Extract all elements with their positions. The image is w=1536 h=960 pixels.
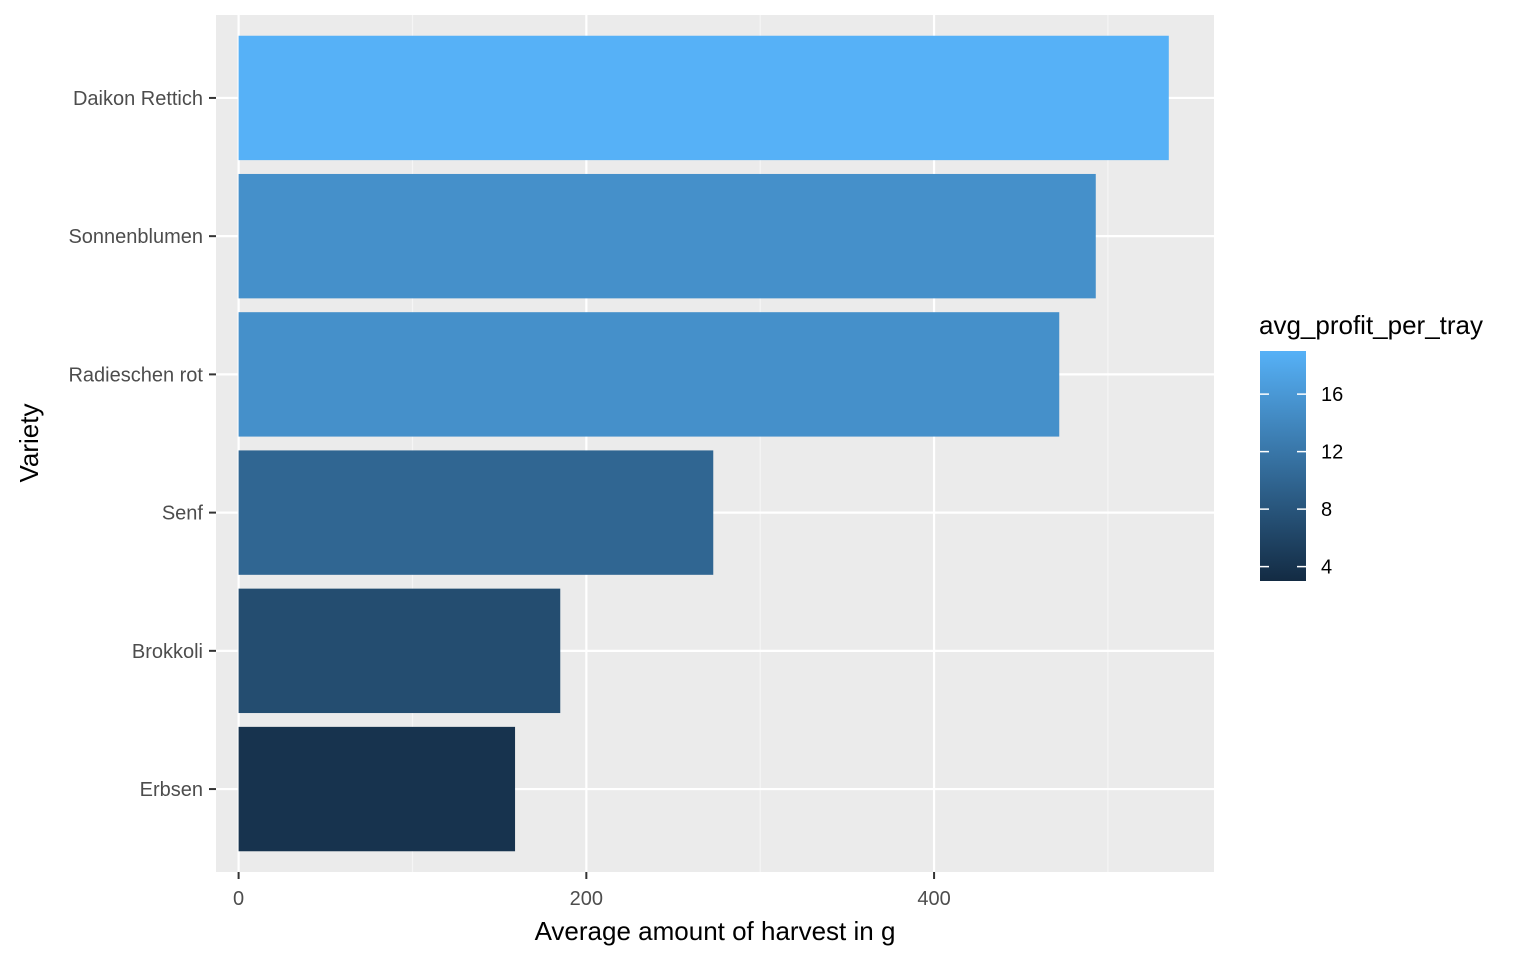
bar — [238, 450, 714, 575]
x-axis: 0 200 400 — [233, 872, 951, 910]
bars — [238, 35, 1169, 852]
legend-tick-label: 12 — [1321, 442, 1343, 464]
y-axis: Daikon Rettich Sonnenblumen Radieschen rot… — [68, 88, 216, 801]
y-tick-label: Daikon Rettich — [73, 88, 203, 110]
y-axis-title: Variety — [14, 404, 44, 483]
legend-title: avg_profit_per_tray — [1259, 310, 1483, 340]
legend-tick-label: 4 — [1321, 557, 1332, 579]
legend-colorbar — [1260, 351, 1306, 581]
y-tick-label: Radieschen rot — [68, 364, 203, 386]
y-tick-label: Brokkoli — [132, 641, 203, 663]
x-tick-label: 200 — [570, 888, 603, 910]
x-tick-label: 0 — [233, 888, 244, 910]
x-axis-title: Average amount of harvest in g — [535, 916, 896, 946]
bar — [238, 726, 516, 852]
bar — [238, 588, 561, 714]
color-legend: avg_profit_per_tray 4 8 12 16 — [1259, 310, 1483, 581]
x-tick-label: 400 — [917, 888, 950, 910]
legend-tick-label: 16 — [1321, 384, 1343, 406]
bar — [238, 173, 1096, 299]
legend-ticks: 4 8 12 16 — [1260, 384, 1343, 579]
y-tick-label: Senf — [162, 503, 204, 525]
bar — [238, 312, 1060, 437]
legend-tick-label: 8 — [1321, 499, 1332, 521]
y-tick-label: Erbsen — [140, 779, 203, 801]
y-tick-label: Sonnenblumen — [68, 226, 203, 248]
bar — [238, 35, 1169, 161]
